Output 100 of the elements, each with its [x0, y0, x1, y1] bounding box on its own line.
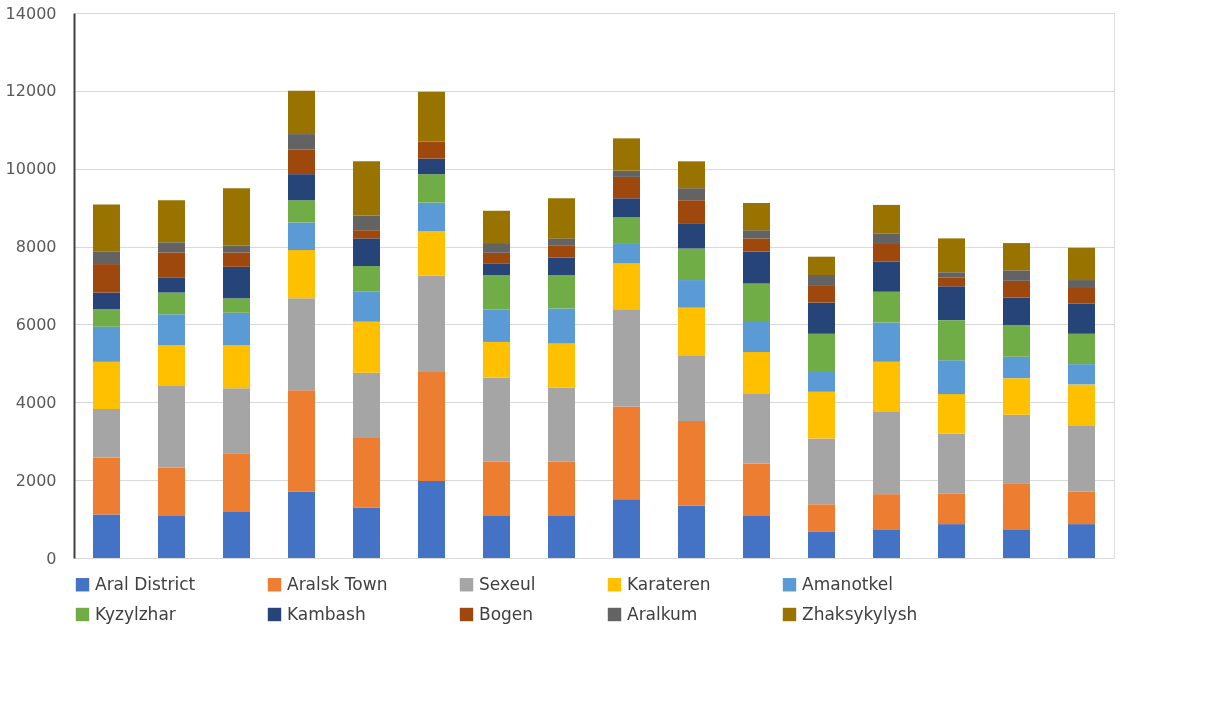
bar [1068, 280, 1095, 288]
bar [223, 512, 250, 558]
bar [353, 438, 380, 508]
legend-label: Bogen [479, 603, 534, 624]
y-tick-label: 14000 [5, 3, 57, 23]
bar [223, 266, 250, 299]
bar [548, 274, 575, 309]
bar [93, 204, 120, 252]
bar [678, 200, 705, 224]
bar [353, 372, 380, 439]
bar [808, 256, 835, 275]
bar [288, 491, 315, 558]
legend-label: Kyzylzhar [95, 603, 176, 624]
bar [548, 343, 575, 388]
bar [223, 453, 250, 513]
bar [483, 461, 510, 516]
bar [1068, 287, 1095, 304]
bar [808, 285, 835, 303]
bar [158, 252, 185, 278]
bar [938, 394, 965, 434]
legend-label: Aralsk Town [287, 573, 388, 594]
bar [93, 292, 120, 310]
bar [288, 134, 315, 150]
bar [483, 243, 510, 253]
bar [678, 307, 705, 356]
bar [613, 170, 640, 177]
bar [548, 387, 575, 462]
bar [938, 277, 965, 287]
bar [1003, 356, 1030, 379]
bar [548, 198, 575, 239]
bar [1003, 529, 1030, 558]
bar [288, 298, 315, 391]
bar [678, 355, 705, 421]
bar [93, 251, 120, 265]
bar [613, 217, 640, 244]
bar [158, 467, 185, 516]
legend-label: Zhaksykylysh [802, 603, 918, 624]
bar [873, 233, 900, 244]
bar [158, 242, 185, 253]
legend-label: Amanotkel [802, 573, 893, 594]
bar [678, 188, 705, 201]
bar [353, 321, 380, 373]
bar [938, 238, 965, 273]
bar [743, 352, 770, 394]
bar [1068, 491, 1095, 525]
bar [483, 274, 510, 310]
bar [743, 202, 770, 231]
bar [613, 310, 640, 407]
y-tick-label: 4000 [15, 392, 57, 412]
bar [873, 243, 900, 262]
bar [223, 252, 250, 267]
bar [1068, 333, 1095, 365]
bar [548, 257, 575, 275]
bar [1003, 378, 1030, 415]
bar [1003, 297, 1030, 326]
bar [353, 238, 380, 267]
bar [613, 406, 640, 500]
bar [678, 420, 705, 506]
bar [223, 345, 250, 389]
bar [873, 322, 900, 362]
bar [353, 266, 380, 292]
bar [548, 515, 575, 558]
y-tick-label: 10000 [5, 159, 57, 179]
bar [418, 141, 445, 159]
bar [678, 280, 705, 308]
bar [418, 275, 445, 372]
bar [288, 200, 315, 223]
bar [678, 248, 705, 281]
bar [1068, 303, 1095, 334]
y-tick-label: 2000 [15, 470, 57, 490]
bar [418, 480, 445, 558]
bar [678, 505, 705, 558]
bar [158, 314, 185, 346]
bar [483, 341, 510, 378]
bar [808, 531, 835, 558]
bar [483, 515, 510, 558]
bar [1003, 325, 1030, 357]
bar [548, 461, 575, 516]
bar [158, 515, 185, 558]
bar [223, 388, 250, 454]
bar [613, 198, 640, 218]
bar [613, 499, 640, 558]
bar [808, 333, 835, 372]
bar [483, 263, 510, 275]
bar [158, 345, 185, 386]
legend-label: Aralkum [627, 603, 698, 624]
bar [158, 200, 185, 243]
bar [93, 408, 120, 458]
bar [158, 292, 185, 315]
bar [418, 91, 445, 142]
bar [873, 412, 900, 495]
bar [873, 291, 900, 323]
bar [613, 176, 640, 199]
bar [93, 326, 120, 362]
bar [678, 223, 705, 249]
bar [353, 507, 380, 558]
bar [1003, 270, 1030, 281]
bar [288, 149, 315, 175]
bar [93, 514, 120, 558]
bar [483, 252, 510, 264]
